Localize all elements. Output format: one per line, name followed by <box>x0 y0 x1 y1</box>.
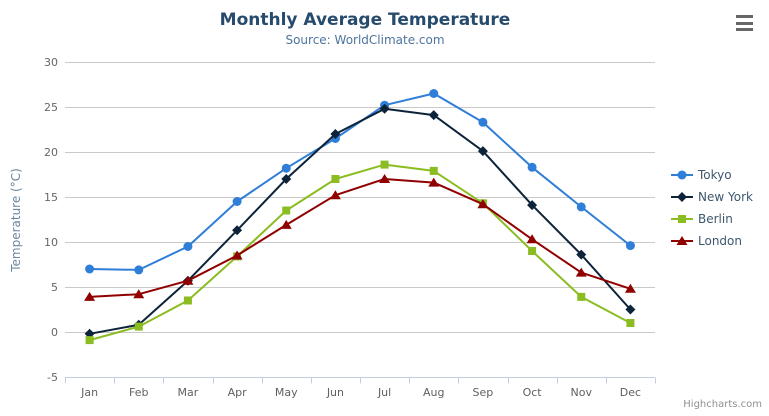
data-point-new-york-apr[interactable] <box>232 225 243 236</box>
data-point-tokyo-mar[interactable] <box>183 242 193 251</box>
series-line-london[interactable] <box>88 178 632 298</box>
x-axis-label: May <box>275 386 298 399</box>
data-point-tokyo-may[interactable] <box>281 163 291 173</box>
y-axis-label: 25 <box>44 101 58 114</box>
data-point-tokyo-oct[interactable] <box>527 162 537 172</box>
hamburger-icon <box>736 21 753 25</box>
x-axis-label: Jun <box>326 386 344 399</box>
data-point-berlin-nov[interactable] <box>577 292 586 301</box>
data-point-new-york-oct[interactable] <box>527 200 538 211</box>
hamburger-icon <box>736 28 753 31</box>
data-point-london-aug[interactable] <box>428 177 440 187</box>
series-london <box>84 174 636 301</box>
legend-marker[interactable] <box>676 236 688 245</box>
data-point-london-oct[interactable] <box>526 234 538 244</box>
data-point-new-york-dec[interactable] <box>625 304 636 315</box>
data-point-berlin-aug[interactable] <box>429 166 438 175</box>
data-point-berlin-oct[interactable] <box>528 247 537 255</box>
y-axis-label: 10 <box>44 236 58 249</box>
data-point-tokyo-sep[interactable] <box>478 117 488 127</box>
data-point-new-york-nov[interactable] <box>576 249 587 260</box>
x-axis-label: Jul <box>377 386 391 399</box>
hamburger-icon <box>736 15 753 18</box>
legend-item-london[interactable]: London <box>671 230 753 252</box>
legend-label: New York <box>698 190 753 204</box>
series-tokyo <box>85 89 635 275</box>
data-point-berlin-mar[interactable] <box>183 296 192 305</box>
y-axis-label: -5 <box>47 371 58 384</box>
data-point-berlin-jan[interactable] <box>85 336 94 345</box>
data-point-tokyo-aug[interactable] <box>429 89 439 98</box>
data-point-london-may[interactable] <box>280 219 292 229</box>
legend-marker[interactable] <box>677 192 687 202</box>
series-line-berlin[interactable] <box>88 163 632 342</box>
data-point-tokyo-feb[interactable] <box>134 265 144 275</box>
data-point-tokyo-dec[interactable] <box>625 241 635 251</box>
chart-subtitle: Source: WorldClimate.com <box>285 33 445 47</box>
legend-marker-diamond-icon <box>671 192 693 202</box>
data-point-new-york-may[interactable] <box>281 174 292 184</box>
x-axis-label: Nov <box>571 386 593 399</box>
chart-title: Monthly Average Temperature <box>219 10 511 30</box>
data-point-berlin-jun[interactable] <box>331 175 340 183</box>
y-axis-label: 20 <box>44 146 58 159</box>
legend-label: Tokyo <box>698 168 732 182</box>
series-new-york <box>84 103 636 339</box>
y-axis-label: 5 <box>51 281 58 294</box>
y-axis-title: Temperature (°C) <box>9 168 23 272</box>
legend-marker[interactable] <box>678 215 686 223</box>
legend-item-new-york[interactable]: New York <box>671 186 753 208</box>
y-axis-label: 0 <box>51 326 58 339</box>
data-point-tokyo-jan[interactable] <box>85 264 95 274</box>
x-axis-label: Aug <box>423 386 444 399</box>
data-point-london-nov[interactable] <box>575 267 587 277</box>
x-axis-label: Sep <box>473 386 494 399</box>
legend-marker-circle-icon <box>671 170 693 180</box>
data-point-berlin-may[interactable] <box>282 206 291 215</box>
data-point-new-york-sep[interactable] <box>477 146 488 157</box>
context-menu-button[interactable] <box>736 15 754 31</box>
data-point-london-apr[interactable] <box>231 250 243 260</box>
legend-marker[interactable] <box>677 170 687 180</box>
legend-item-berlin[interactable]: Berlin <box>671 208 753 230</box>
series-line-new-york[interactable] <box>88 107 632 335</box>
data-point-tokyo-apr[interactable] <box>232 197 242 206</box>
legend-marker-triangle-icon <box>671 236 693 245</box>
legend-label: Berlin <box>698 212 733 226</box>
x-axis-label: Mar <box>178 386 199 399</box>
data-point-london-jul[interactable] <box>379 174 391 183</box>
data-point-new-york-aug[interactable] <box>428 110 439 121</box>
legend-item-tokyo[interactable]: Tokyo <box>671 164 753 186</box>
x-axis-label: Dec <box>620 386 641 399</box>
data-point-london-mar[interactable] <box>182 275 194 285</box>
data-point-london-dec[interactable] <box>624 283 636 293</box>
data-point-new-york-jul[interactable] <box>379 103 390 114</box>
data-point-tokyo-nov[interactable] <box>576 202 586 212</box>
x-axis-label: Apr <box>228 386 248 399</box>
y-axis-label: 30 <box>44 56 58 69</box>
data-point-london-jun[interactable] <box>329 190 341 200</box>
data-point-london-sep[interactable] <box>477 199 489 209</box>
data-point-berlin-dec[interactable] <box>626 319 635 327</box>
data-point-london-feb[interactable] <box>133 289 145 299</box>
legend-label: London <box>698 234 742 248</box>
data-point-berlin-jul[interactable] <box>380 160 389 169</box>
data-point-london-jan[interactable] <box>84 291 96 301</box>
x-axis-label: Oct <box>523 386 543 399</box>
legend-marker-square-icon <box>671 215 693 223</box>
y-axis-label: 15 <box>44 191 58 204</box>
series-line-tokyo[interactable] <box>88 92 632 271</box>
credits-link[interactable]: Highcharts.com <box>683 399 762 410</box>
legend: Tokyo New York Berlin London <box>671 164 753 252</box>
x-axis-label: Feb <box>129 386 148 399</box>
data-point-new-york-jun[interactable] <box>330 129 341 139</box>
data-point-berlin-feb[interactable] <box>134 322 143 331</box>
x-axis-label: Jan <box>80 386 98 399</box>
